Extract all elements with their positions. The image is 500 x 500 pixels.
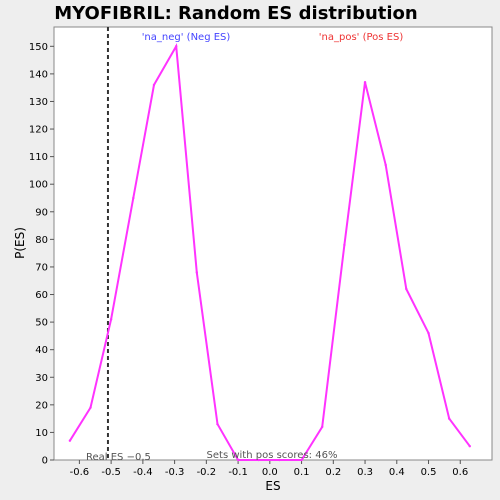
data-point bbox=[343, 243, 346, 247]
x-tick-label: -0.6 bbox=[70, 467, 90, 478]
pos-scores-annotation: Sets with pos scores: 46% bbox=[207, 450, 338, 461]
chart-title: MYOFIBRIL: Random ES distribution bbox=[54, 3, 418, 24]
data-point bbox=[405, 287, 408, 291]
x-tick-label: -0.5 bbox=[101, 467, 121, 478]
pos-es-annotation: 'na_pos' (Pos ES) bbox=[319, 32, 404, 43]
real-es-annotation: Real ES −0.5 bbox=[86, 452, 151, 463]
x-tick-label: -0.4 bbox=[133, 467, 153, 478]
y-tick-label: 140 bbox=[29, 69, 48, 80]
y-tick-label: 110 bbox=[29, 152, 48, 163]
data-point bbox=[109, 318, 113, 321]
y-tick-label: 30 bbox=[35, 373, 48, 384]
data-point bbox=[174, 45, 178, 48]
x-tick-label: -0.3 bbox=[165, 467, 185, 478]
data-point bbox=[300, 458, 303, 462]
y-tick-label: 150 bbox=[29, 42, 48, 53]
x-tick-label: -0.1 bbox=[228, 467, 248, 478]
data-point bbox=[89, 406, 92, 409]
x-tick-label: 0.3 bbox=[357, 467, 373, 478]
y-tick-label: 90 bbox=[35, 207, 48, 218]
plot-area bbox=[53, 26, 493, 461]
y-tick-label: 50 bbox=[35, 318, 48, 329]
data-point bbox=[68, 439, 72, 442]
data-point bbox=[152, 83, 156, 87]
y-tick-label: 80 bbox=[35, 235, 48, 246]
y-tick-label: 130 bbox=[29, 97, 48, 108]
es-distribution-line bbox=[69, 43, 471, 461]
data-point bbox=[320, 425, 324, 429]
x-tick-label: 0.0 bbox=[262, 467, 278, 478]
y-tick-label: 10 bbox=[35, 428, 48, 439]
x-axis-label: ES bbox=[265, 479, 280, 493]
y-tick-label: 20 bbox=[35, 400, 48, 411]
x-tick-label: 0.6 bbox=[452, 467, 468, 478]
data-point bbox=[195, 271, 199, 274]
x-tick-label: 0.1 bbox=[294, 467, 310, 478]
y-tick-label: 100 bbox=[29, 180, 48, 191]
data-point bbox=[427, 331, 430, 335]
data-point bbox=[257, 458, 260, 462]
x-tick-label: 0.5 bbox=[421, 467, 437, 478]
data-point bbox=[447, 417, 451, 420]
y-axis-label: P(ES) bbox=[13, 227, 27, 259]
y-tick-label: 0 bbox=[42, 456, 48, 467]
y-tick-label: 70 bbox=[35, 262, 48, 273]
data-point bbox=[363, 80, 367, 84]
data-point bbox=[236, 458, 240, 462]
data-point bbox=[216, 422, 219, 426]
data-point bbox=[468, 445, 471, 448]
x-tick-label: 0.4 bbox=[389, 467, 405, 478]
y-axis: 0 10 20 30 40 50 60 70 80 90 100 110 120 130 140 150 bbox=[29, 42, 54, 467]
y-tick-label: 60 bbox=[35, 290, 48, 301]
data-point bbox=[132, 196, 135, 200]
data-point bbox=[278, 458, 281, 462]
x-tick-label: 0.2 bbox=[325, 467, 341, 478]
data-points bbox=[68, 45, 471, 462]
x-tick-label: -0.2 bbox=[197, 467, 217, 478]
y-tick-label: 40 bbox=[35, 345, 48, 356]
neg-es-annotation: 'na_neg' (Neg ES) bbox=[142, 32, 231, 43]
y-tick-label: 120 bbox=[29, 125, 48, 136]
data-point bbox=[384, 163, 387, 167]
